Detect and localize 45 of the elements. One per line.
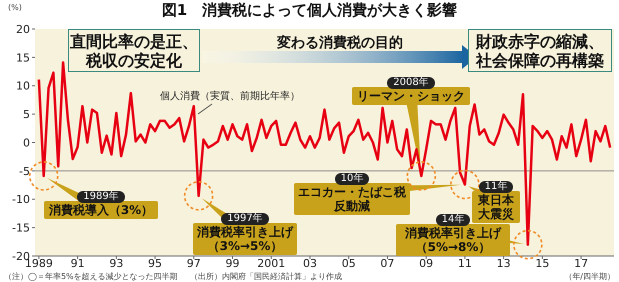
callout-box: 消費税導入（3%）: [44, 201, 158, 219]
annotation: 1997年: [227, 213, 263, 224]
annotation: 10年: [340, 173, 364, 184]
annotation: 直間比率の是正、税収の安定化: [70, 32, 198, 70]
callout-box: リーマン・ショック: [352, 87, 470, 105]
x-axis-title: （年/四半期）: [564, 272, 615, 281]
annotation: 東日本大震災: [478, 193, 514, 221]
x-tick-label: 17: [574, 256, 588, 270]
x-tick-label: 11: [458, 256, 472, 270]
x-tick-label: 05: [342, 256, 356, 270]
x-tick-label: 07: [380, 256, 394, 270]
x-tick-label: 15: [535, 256, 550, 270]
annotation: 11年: [484, 181, 508, 192]
x-tick-label: 93: [109, 256, 124, 270]
x-tick-label: 99: [226, 256, 240, 270]
y-tick-label: -15: [12, 222, 30, 235]
chart-title: 図1 消費税によって個人消費が大きく影響: [162, 1, 458, 19]
annotation: 1989年: [83, 191, 119, 202]
y-tick-label: 5: [23, 108, 30, 122]
annotation: 消費税率引き上げ（5%→8%）: [405, 226, 501, 254]
x-tick-label: 03: [302, 256, 317, 270]
annotation: 14年: [442, 214, 464, 225]
x-tick-label: 97: [186, 256, 201, 270]
y-tick-label: 15: [16, 51, 30, 64]
x-tick-label: 2001: [257, 256, 286, 270]
x-tick-label: 95: [148, 256, 162, 270]
text: （出所）内閣府「国民経済計算」より作成: [190, 272, 342, 281]
y-tick-label: -20: [12, 250, 30, 263]
y-tick-label: 20: [16, 22, 30, 36]
annotation: 変わる消費税の目的: [277, 35, 403, 51]
series-label: 個人消費（実質、前期比年率）: [160, 91, 300, 102]
annotation: リーマン・ショック: [357, 89, 465, 103]
annotation: 財政赤字の縮減、社会保障の再構築: [476, 32, 604, 70]
callout-box: 消費税率引き上げ（3%→5%）: [193, 223, 297, 255]
annotation: 2008年: [393, 77, 429, 88]
text: （注）◯＝年率5%を超える減少となった四半期: [4, 272, 178, 281]
x-tick-label: 13: [496, 256, 511, 270]
annotation: 消費税導入（3%）: [48, 203, 154, 217]
y-tick-label: 0: [23, 136, 30, 150]
x-tick-label: 91: [70, 256, 85, 270]
y-axis-title: (%): [8, 3, 22, 12]
y-tick-label: -10: [12, 193, 30, 206]
x-tick-label: 09: [419, 256, 434, 270]
y-tick-label: 10: [16, 80, 30, 93]
y-tick-label: -5: [19, 164, 30, 178]
